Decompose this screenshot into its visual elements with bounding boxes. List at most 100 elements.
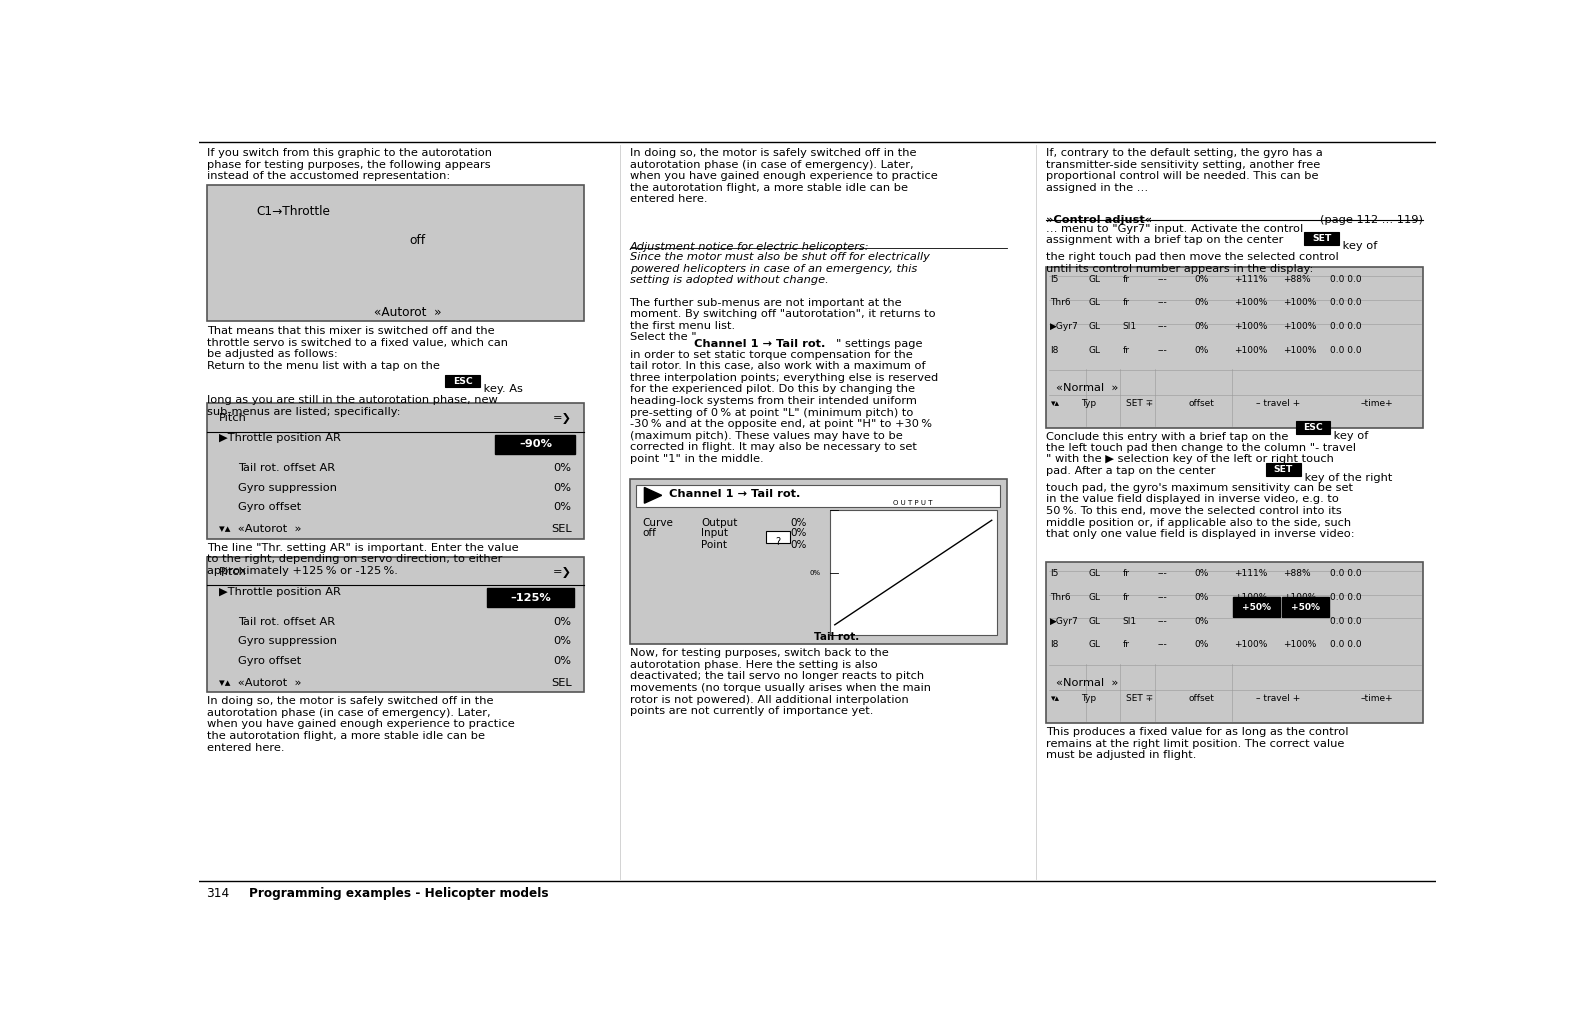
Text: ▶Throttle position AR: ▶Throttle position AR [219, 433, 341, 443]
Bar [636, 485, 1000, 507]
Text: key of the right: key of the right [1302, 473, 1392, 483]
Text: 0%: 0% [553, 483, 571, 493]
Text: »Control adjust«: »Control adjust« [1046, 215, 1152, 225]
Text: GL: GL [1088, 346, 1101, 355]
Text: 0.0 0.0: 0.0 0.0 [1330, 299, 1362, 308]
Text: ?: ? [775, 537, 780, 547]
Polygon shape [644, 488, 662, 503]
Text: 0%: 0% [790, 529, 807, 538]
Bar [1266, 463, 1302, 476]
Text: fr: fr [1123, 346, 1129, 355]
Text: SET ∓: SET ∓ [1126, 694, 1153, 703]
Text: offset: offset [1188, 694, 1214, 703]
Text: 0.0 0.0: 0.0 0.0 [1330, 570, 1362, 578]
Text: GL: GL [1088, 275, 1101, 283]
Text: I8: I8 [1050, 346, 1057, 355]
Text: – travel +: – travel + [1257, 399, 1300, 408]
Text: ▶Throttle position AR: ▶Throttle position AR [219, 587, 341, 596]
Text: =❯: =❯ [552, 413, 571, 425]
Text: If you switch from this graphic to the autorotation
phase for testing purposes, : If you switch from this graphic to the a… [207, 148, 491, 181]
Text: +88%: +88% [1284, 570, 1311, 578]
Text: 0%: 0% [1195, 275, 1209, 283]
Text: Tail rot. offset AR: Tail rot. offset AR [238, 463, 335, 473]
Text: 0%: 0% [1195, 346, 1209, 355]
Text: the right touch pad then move the selected control
until its control number appe: the right touch pad then move the select… [1046, 252, 1338, 273]
Text: Typ: Typ [1081, 399, 1096, 408]
Text: Channel 1 → Tail rot.: Channel 1 → Tail rot. [670, 489, 801, 499]
Text: 0%: 0% [1195, 617, 1209, 626]
Text: That means that this mixer is switched off and the
throttle servo is switched to: That means that this mixer is switched o… [207, 326, 507, 370]
Text: +100%: +100% [1284, 640, 1317, 650]
Text: «Normal  »: «Normal » [1056, 384, 1118, 394]
Bar [494, 435, 576, 453]
Text: SEL: SEL [550, 677, 571, 687]
Text: Now, for testing purposes, switch back to the
autorotation phase. Here the setti: Now, for testing purposes, switch back t… [630, 649, 930, 716]
Text: +100%: +100% [1284, 299, 1317, 308]
Text: " settings page: " settings page [836, 339, 922, 349]
Text: 0.0 0.0: 0.0 0.0 [1330, 275, 1362, 283]
Text: fr: fr [1123, 593, 1129, 602]
Text: GL: GL [1088, 570, 1101, 578]
Text: +111%: +111% [1235, 570, 1268, 578]
Text: –125%: –125% [510, 592, 550, 603]
Text: O U T P U T: O U T P U T [893, 499, 933, 505]
Text: Gyro offset: Gyro offset [238, 502, 301, 513]
Text: –90%: –90% [518, 439, 552, 449]
Text: touch pad, the gyro's maximum sensitivity can be set
in the value field displaye: touch pad, the gyro's maximum sensitivit… [1046, 483, 1354, 539]
Bar [1295, 421, 1330, 434]
Bar [207, 557, 584, 693]
Text: ---: --- [1158, 617, 1168, 626]
Bar [488, 588, 574, 608]
Text: 0.0 0.0: 0.0 0.0 [1330, 617, 1362, 626]
Text: GL: GL [1088, 617, 1101, 626]
Text: fr: fr [1123, 570, 1129, 578]
Text: ---: --- [1158, 299, 1168, 308]
Text: in order to set static torque compensation for the
tail rotor. In this case, als: in order to set static torque compensati… [630, 350, 938, 464]
Bar [1046, 562, 1423, 723]
Text: In doing so, the motor is safely switched off in the
autorotation phase (in case: In doing so, the motor is safely switche… [630, 148, 938, 205]
Bar [445, 374, 480, 388]
Text: +50%: +50% [1292, 603, 1321, 612]
Text: Tail rot.: Tail rot. [813, 632, 860, 641]
Text: SET: SET [1274, 464, 1294, 474]
Text: 0%: 0% [1195, 299, 1209, 308]
Text: Sl1: Sl1 [1123, 617, 1137, 626]
Text: offset: offset [1188, 399, 1214, 408]
Text: +100%: +100% [1284, 593, 1317, 602]
Text: Tail rot. offset AR: Tail rot. offset AR [238, 617, 335, 627]
Text: Thr6: Thr6 [1050, 593, 1070, 602]
Text: SET: SET [1313, 234, 1332, 243]
Text: Typ: Typ [1081, 694, 1096, 703]
Text: 0%: 0% [553, 617, 571, 627]
Text: Point: Point [702, 540, 727, 550]
Text: ▾▴: ▾▴ [1051, 694, 1061, 703]
Text: +111%: +111% [1235, 275, 1268, 283]
Text: key of: key of [1340, 241, 1378, 251]
Text: off: off [641, 529, 656, 538]
Text: Curve: Curve [641, 519, 673, 528]
Text: ▶Gyr7: ▶Gyr7 [1050, 322, 1078, 331]
Text: =❯: =❯ [552, 567, 571, 578]
Text: +100%: +100% [1284, 322, 1317, 331]
Text: ---: --- [1158, 640, 1168, 650]
Text: fr: fr [1123, 275, 1129, 283]
Bar [1233, 597, 1279, 618]
Text: ---: --- [1158, 322, 1168, 331]
Bar [766, 531, 790, 543]
Text: 0%: 0% [553, 656, 571, 666]
Text: GL: GL [1088, 299, 1101, 308]
Bar [207, 185, 584, 321]
Text: 0%: 0% [553, 636, 571, 647]
Text: 0.0 0.0: 0.0 0.0 [1330, 593, 1362, 602]
Text: Gyro offset: Gyro offset [238, 656, 301, 666]
Text: – travel +: – travel + [1257, 694, 1300, 703]
Text: C1→Throttle: C1→Throttle [257, 205, 330, 218]
Text: 0%: 0% [553, 502, 571, 513]
Bar [829, 510, 997, 634]
Text: ▾▴  «Autorot  »: ▾▴ «Autorot » [219, 524, 301, 534]
Text: Sl1: Sl1 [1123, 322, 1137, 331]
Text: ▶Gyr7: ▶Gyr7 [1050, 617, 1078, 626]
Text: 0.0 0.0: 0.0 0.0 [1330, 640, 1362, 650]
Text: +88%: +88% [1284, 275, 1311, 283]
Text: Gyro suppression: Gyro suppression [238, 636, 337, 647]
